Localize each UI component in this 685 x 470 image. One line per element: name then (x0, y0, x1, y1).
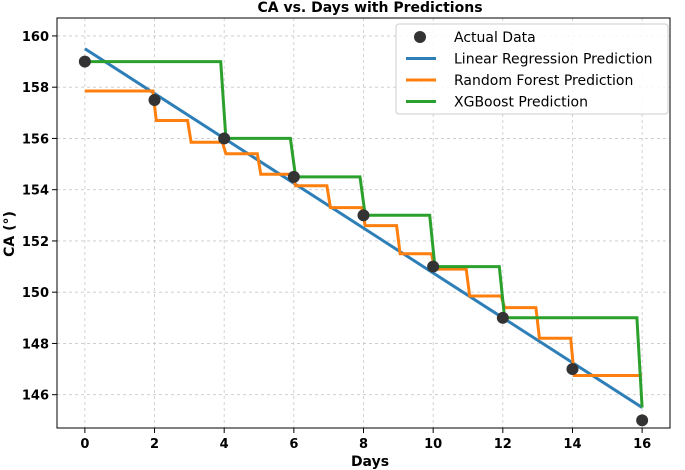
data-point (218, 132, 231, 145)
data-point (427, 260, 440, 273)
legend-label: Actual Data (454, 30, 536, 46)
data-point (566, 363, 579, 376)
x-tick-label: 4 (220, 437, 229, 452)
y-tick-label: 152 (22, 235, 49, 250)
x-tick-label: 10 (424, 437, 442, 452)
x-ticks: 0 2 4 6 8 10 12 14 16 (80, 428, 651, 452)
legend-marker (414, 31, 426, 43)
y-tick-label: 150 (22, 286, 49, 301)
x-tick-label: 0 (80, 437, 89, 452)
y-tick-label: 156 (22, 132, 49, 147)
data-point (287, 170, 300, 183)
data-point (636, 414, 649, 427)
y-axis-label: CA (°) (2, 211, 18, 257)
legend-label: XGBoost Prediction (454, 95, 588, 111)
legend-label: Random Forest Prediction (454, 73, 633, 89)
y-tick-label: 148 (22, 337, 49, 352)
chart-title: CA vs. Days with Predictions (257, 0, 482, 16)
data-point (357, 209, 370, 222)
legend-label: Linear Regression Prediction (454, 52, 653, 68)
x-tick-label: 6 (289, 437, 298, 452)
x-tick-label: 16 (633, 437, 651, 452)
x-tick-label: 8 (359, 437, 368, 452)
y-tick-label: 146 (22, 389, 49, 404)
legend-box (395, 23, 669, 115)
x-tick-label: 2 (150, 437, 159, 452)
legend: Actual Data Linear Regression Prediction R… (395, 23, 669, 115)
y-ticks: 146 148 150 152 154 156 158 160 (22, 30, 57, 404)
x-axis-label: Days (351, 454, 389, 470)
y-tick-label: 158 (22, 81, 49, 96)
series-line-1 (84, 47, 643, 409)
y-tick-label: 154 (22, 184, 49, 199)
data-point (148, 94, 161, 106)
y-tick-label: 160 (22, 30, 49, 45)
data-point (496, 311, 509, 324)
data-point (78, 55, 91, 68)
series-group (78, 47, 649, 427)
x-tick-label: 12 (494, 437, 512, 452)
x-tick-label: 14 (563, 437, 581, 452)
